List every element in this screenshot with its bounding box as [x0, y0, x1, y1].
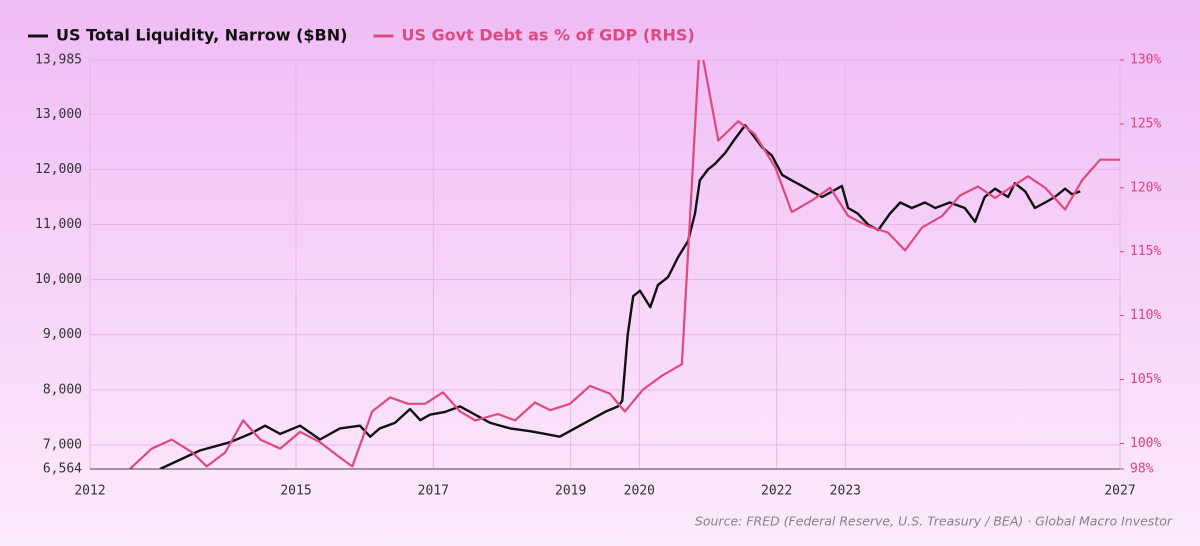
- x-tick-label: 2022: [761, 484, 792, 499]
- y2-tick-label: 98%: [1130, 462, 1154, 477]
- source-note: Source: FRED (Federal Reserve, U.S. Trea…: [695, 514, 1173, 529]
- y-tick-label: 6,564: [43, 462, 82, 477]
- axes: 6,564 7,000 8,000 9,000 10,000 11,000 12,000 13…: [28, 26, 1161, 499]
- y-tick-label: 11,000: [35, 217, 82, 232]
- y2-tick-label: 125%: [1130, 116, 1161, 131]
- series-line: [129, 60, 1120, 469]
- y2-tick-label: 115%: [1130, 244, 1161, 259]
- x-tick-label: 2019: [555, 484, 586, 499]
- y2-tick-label: 100%: [1130, 436, 1161, 451]
- x-tick-label: 2027: [1104, 484, 1135, 499]
- x-tick-label: 2017: [418, 484, 449, 499]
- legend-label: US Govt Debt as % of GDP (RHS): [401, 26, 694, 45]
- y2-tick-label: 110%: [1130, 308, 1161, 323]
- x-tick-label: 2015: [280, 484, 311, 499]
- x-tick-label: 2012: [74, 484, 105, 499]
- x-tick-label: 2020: [624, 484, 655, 499]
- y-tick-label: 10,000: [35, 272, 82, 287]
- y-tick-label: 7,000: [43, 437, 82, 452]
- x-tick-label: 2023: [830, 484, 861, 499]
- y2-tick-label: 130%: [1130, 53, 1161, 68]
- y2-tick-label: 120%: [1130, 180, 1161, 195]
- y-tick-label: 13,985: [35, 53, 82, 68]
- y2-tick-label: 105%: [1130, 372, 1161, 387]
- plot-area: [129, 60, 1120, 469]
- series-line: [159, 124, 1081, 469]
- y-tick-label: 8,000: [43, 382, 82, 397]
- y-tick-label: 12,000: [35, 162, 82, 177]
- y-tick-label: 13,000: [35, 107, 82, 122]
- grid: [89, 59, 1121, 470]
- legend-label: US Total Liquidity, Narrow ($BN): [56, 26, 347, 45]
- y-tick-label: 9,000: [43, 327, 82, 342]
